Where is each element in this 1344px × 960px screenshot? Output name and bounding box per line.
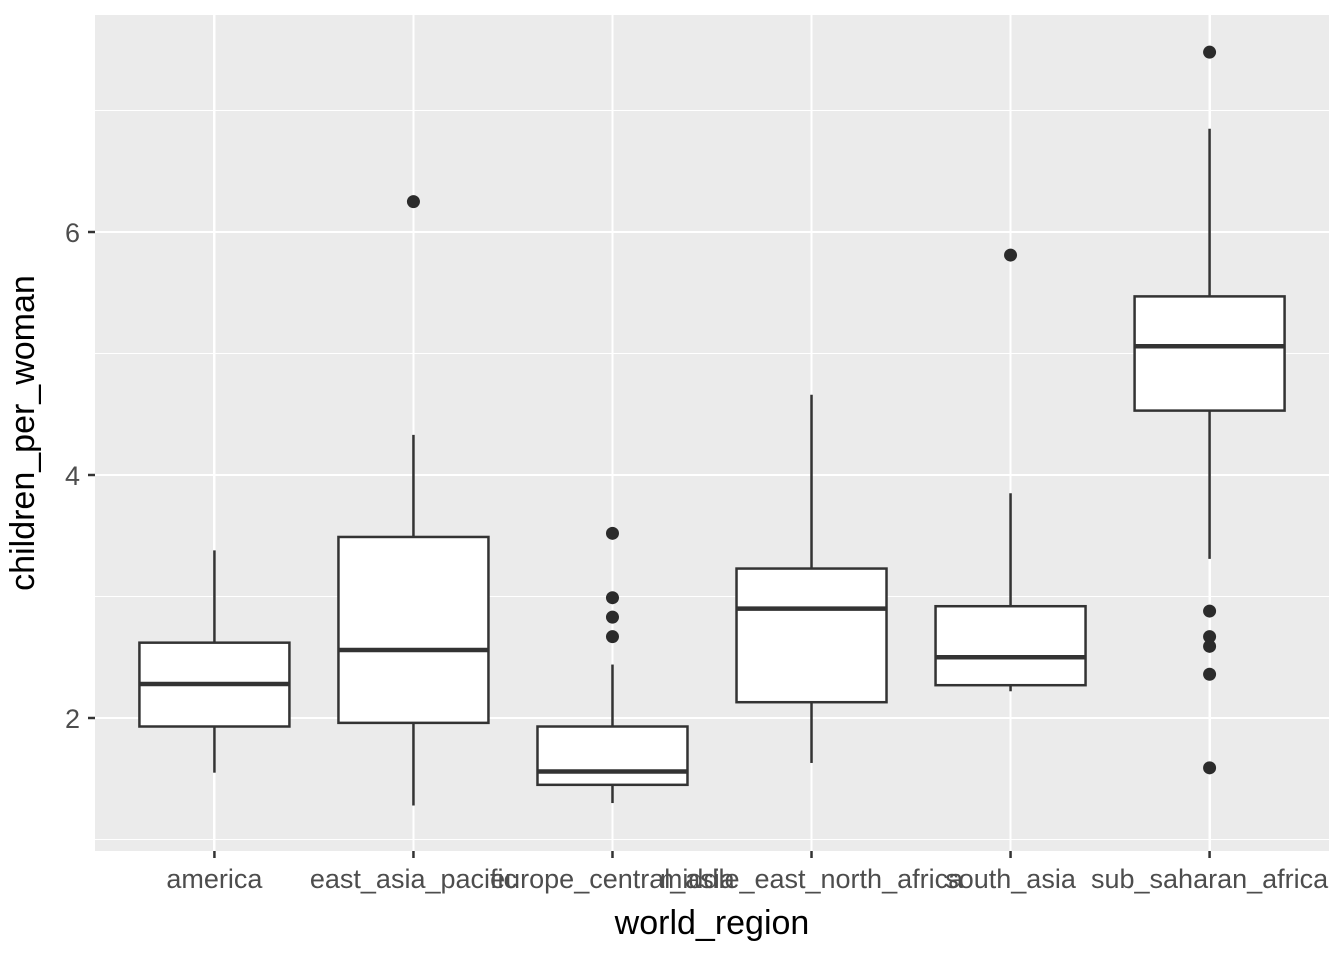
boxplot-east_asia_pacific [337,195,490,806]
outlier-point [1203,630,1217,644]
outlier-point [605,630,619,644]
iqr-box [1133,295,1286,412]
outlier-point [1203,667,1217,681]
outlier-point [605,591,619,605]
y-tick-label: 4 [65,461,80,491]
x-tick-label: europe_central_asia [490,864,736,894]
y-tick-label: 2 [65,704,80,734]
outlier-point [1203,45,1217,59]
iqr-box [735,567,888,704]
x-axis-title: world_region [614,904,810,942]
boxplot-south_asia [934,248,1087,692]
boxplot-america [138,550,291,773]
outlier-point [1203,604,1217,618]
boxplot-sub_saharan_africa [1133,45,1286,775]
x-tick-label: east_asia_pacific [310,864,517,894]
x-tick-label: sub_saharan_africa [1091,864,1329,894]
outlier-point [605,610,619,624]
outlier-point [1203,639,1217,653]
boxplot-europe_central_asia [536,526,689,804]
iqr-box [337,535,490,725]
y-tick-label: 6 [65,218,80,248]
outlier-point [605,526,619,540]
iqr-box [934,604,1087,687]
outlier-point [1203,761,1217,775]
plot-panel [95,15,1329,851]
boxplot-middle_east_north_africa [735,394,888,763]
iqr-box [536,725,689,787]
x-tick-label: america [166,864,263,894]
outlier-point [406,195,420,209]
x-tick-label: middle_east_north_africa [660,864,964,894]
outlier-point [1004,248,1018,262]
y-axis-title: children_per_woman [4,275,42,591]
x-tick-label: south_asia [945,864,1077,894]
